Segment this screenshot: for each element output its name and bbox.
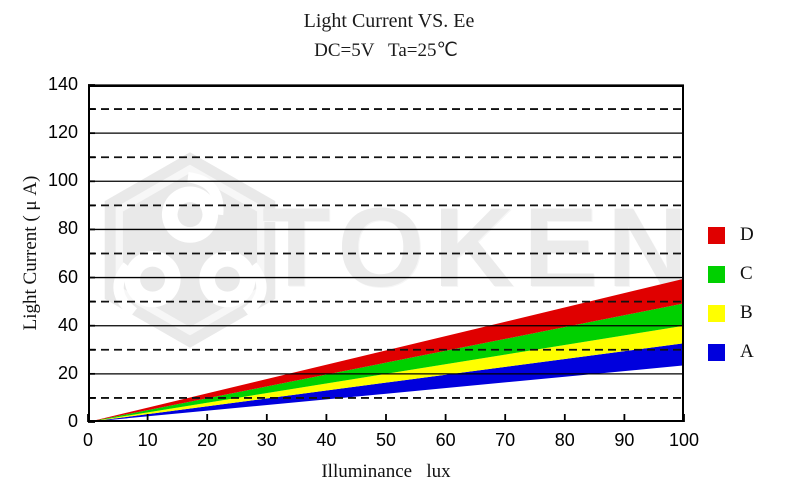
legend-swatch-D [708, 226, 725, 244]
y-tick-label: 100 [47, 170, 78, 191]
x-tick-label: 0 [82, 430, 93, 450]
legend-label: D [740, 224, 754, 245]
y-tick-label: 0 [67, 411, 78, 431]
x-tick-label: 100 [668, 430, 700, 450]
x-tick-label: 50 [375, 430, 397, 450]
chart-title: Light Current VS. Ee [303, 10, 475, 32]
x-tick-label: 30 [256, 430, 277, 450]
y-tick-label: 80 [57, 218, 78, 239]
y-tick-label: 140 [47, 74, 78, 94]
plot-border [88, 85, 684, 422]
x-tick-label: 40 [316, 430, 337, 450]
token-text-watermark: TOKEN [262, 185, 697, 310]
legend-item-B: B [708, 302, 754, 323]
legend-label: A [740, 341, 754, 362]
x-tick-label: 90 [614, 430, 635, 450]
x-axis-title: Illuminance lux [321, 461, 451, 482]
legend-swatch-B [708, 304, 725, 322]
y-axis-title: Light Current ( μ A) [20, 175, 41, 331]
y-tick-label: 20 [57, 362, 78, 383]
y-tick-label: 40 [57, 314, 78, 335]
legend-swatch-C [708, 265, 725, 283]
legend-swatch-A [708, 343, 725, 361]
legend-label: C [740, 263, 753, 284]
legend-item-C: C [708, 263, 754, 284]
legend-item-A: A [708, 341, 754, 362]
x-tick-label: 20 [197, 430, 218, 450]
band-C [88, 303, 684, 422]
plot-area [87, 84, 685, 423]
token-logo-watermark [104, 152, 276, 348]
band-D [88, 278, 684, 422]
chart-subtitle: DC=5V Ta=25℃ [314, 40, 458, 61]
x-tick-label: 70 [495, 430, 516, 450]
legend-label: B [740, 302, 753, 323]
y-tick-label: 60 [57, 266, 78, 287]
x-tick-label: 60 [435, 430, 456, 450]
x-tick-label: 80 [554, 430, 575, 450]
x-tick-label: 10 [137, 430, 158, 450]
y-tick-label: 120 [47, 122, 78, 143]
legend-item-D: D [708, 224, 754, 245]
